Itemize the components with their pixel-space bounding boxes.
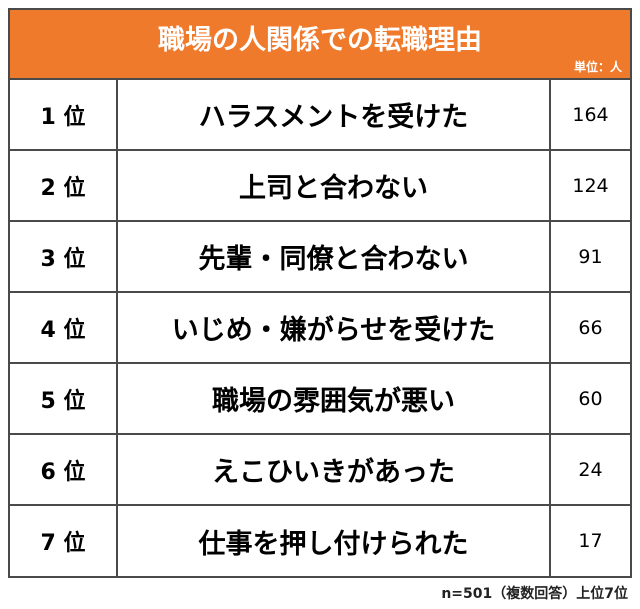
value-cell: 164: [572, 103, 609, 126]
value-cell: 17: [578, 530, 603, 552]
table-row: 3 位 先輩・同僚と合わない 91: [10, 220, 630, 291]
table-row: 6 位 えこひいきがあった 24: [10, 433, 630, 504]
ranking-table: 職場の人関係での転職理由 単位：人 1 位 ハラスメントを受けた 164 2 位 上司と…: [8, 8, 632, 578]
value-cell: 124: [572, 174, 609, 197]
rank-cell: 1 位: [40, 104, 86, 130]
rank-cell: 5 位: [40, 388, 86, 414]
reason-cell: 先輩・同僚と合わない: [116, 222, 551, 291]
table-body: 1 位 ハラスメントを受けた 164 2 位 上司と合わない 124 3 位 先輩・同僚と合わ…: [10, 78, 630, 576]
table-row: 4 位 いじめ・嫌がらせを受けた 66: [10, 291, 630, 362]
table-row: 1 位 ハラスメントを受けた 164: [10, 78, 630, 149]
rank-cell: 7 位: [40, 531, 86, 556]
value-cell: 66: [578, 316, 603, 339]
unit-label: 単位：人: [573, 60, 622, 74]
reason-cell: 職場の雰囲気が悪い: [116, 364, 551, 433]
reason-cell: 上司と合わない: [116, 151, 551, 220]
table-row: 2 位 上司と合わない 124: [10, 149, 630, 220]
value-cell: 60: [578, 387, 603, 410]
chart-title: 職場の人関係での転職理由: [158, 25, 482, 56]
rank-cell: 4 位: [40, 317, 86, 343]
reason-cell: いじめ・嫌がらせを受けた: [116, 293, 551, 362]
value-cell: 24: [578, 458, 603, 481]
value-cell: 91: [578, 245, 603, 268]
rank-cell: 6 位: [40, 459, 86, 485]
reason-cell: ハラスメントを受けた: [116, 80, 551, 149]
table-row: 7 位 仕事を押し付けられた 17: [10, 504, 630, 576]
table-row: 5 位 職場の雰囲気が悪い 60: [10, 362, 630, 433]
reason-cell: えこひいきがあった: [116, 435, 551, 504]
rank-cell: 2 位: [40, 175, 86, 201]
sample-note: n=501（複数回答）上位7位: [441, 586, 628, 602]
table-header: 職場の人関係での転職理由 単位：人: [10, 10, 630, 78]
rank-cell: 3 位: [40, 246, 86, 272]
reason-cell: 仕事を押し付けられた: [116, 506, 551, 576]
